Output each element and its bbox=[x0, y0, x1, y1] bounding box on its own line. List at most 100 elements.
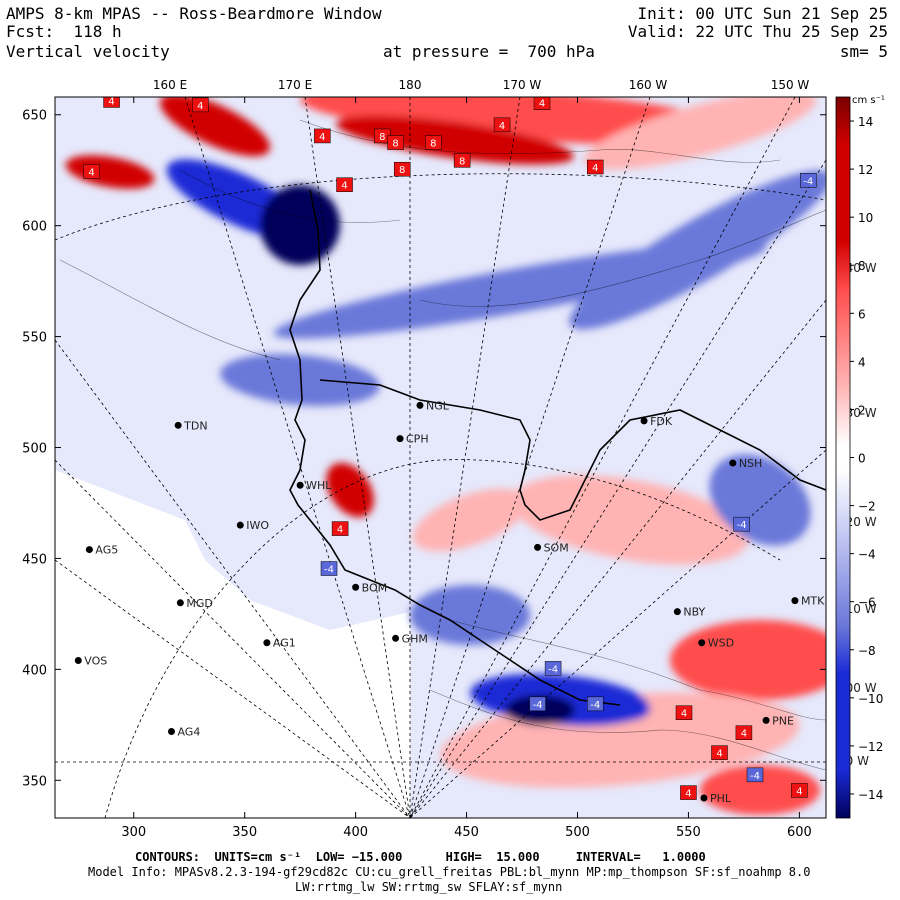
contour-label-box bbox=[83, 164, 100, 179]
station-label: TDN bbox=[183, 419, 207, 432]
y-tick-label: 450 bbox=[22, 552, 47, 567]
colorbar-tick-label: 0 bbox=[858, 452, 866, 466]
colorbar-unit-label: cm s⁻¹ bbox=[852, 95, 885, 106]
contour-2 bbox=[179, 169, 401, 223]
x-tick-label: 600 bbox=[787, 825, 812, 840]
station-marker bbox=[236, 521, 244, 529]
contour-label-value: 4 bbox=[108, 96, 114, 107]
station-marker bbox=[698, 639, 706, 647]
plot-title: AMPS 8-km MPAS -- Ross-Beardmore Window bbox=[6, 4, 382, 23]
contour-label-box bbox=[733, 516, 750, 532]
init-time: Init: 00 UTC Sun 21 Sep 25 bbox=[637, 4, 888, 23]
contour-label-box bbox=[331, 521, 349, 536]
coastlines bbox=[289, 189, 826, 706]
colorbar-tick-label: −14 bbox=[858, 788, 883, 802]
contour-label-value: 4 bbox=[197, 101, 203, 112]
contour-label-value: 8 bbox=[392, 139, 398, 150]
colorbar-tick-label: 4 bbox=[858, 355, 866, 369]
station-marker bbox=[263, 639, 271, 647]
updraft-east bbox=[511, 475, 749, 565]
station-label: MGD bbox=[186, 597, 213, 610]
station-marker bbox=[352, 583, 360, 591]
station-label: NBY bbox=[683, 606, 705, 619]
colorbar-tick-label: 8 bbox=[858, 259, 866, 273]
contour-label-value: 4 bbox=[337, 525, 343, 536]
contour-4 bbox=[59, 259, 281, 361]
meridian-150w bbox=[409, 97, 796, 818]
updraft-ne bbox=[583, 97, 817, 170]
station-marker bbox=[176, 599, 184, 607]
stations: MDCNGLTDNFDKCPHNSHWHLIWOAG5SOMBOMMGDNBYM… bbox=[74, 399, 825, 805]
no-data-region bbox=[55, 470, 410, 818]
contour-6 bbox=[429, 689, 826, 771]
contour-label-box bbox=[493, 117, 511, 133]
station-marker bbox=[392, 634, 400, 642]
station-label: AG4 bbox=[177, 725, 200, 738]
station-marker bbox=[640, 417, 648, 425]
updraft-west bbox=[65, 155, 155, 189]
contour-lines bbox=[59, 119, 826, 771]
x-tick-label: 500 bbox=[565, 825, 590, 840]
colorbar-tick-label: 6 bbox=[858, 307, 866, 321]
longitude-label: 150 W bbox=[771, 78, 810, 92]
axes: 300 350 400 450 500 550 600 650 600 550 500 450 400 3… bbox=[22, 78, 877, 840]
meridian-170e bbox=[304, 97, 411, 818]
x-tick-label: 450 bbox=[454, 825, 479, 840]
colorbar-tick-label: −2 bbox=[858, 500, 876, 514]
station-marker bbox=[74, 656, 82, 664]
model-info-physics: LW:rrtmg_lw SW:rrtmg_sw SFLAY:sf_mynn bbox=[295, 880, 563, 894]
contour-label-box bbox=[533, 97, 551, 110]
graticule bbox=[55, 97, 826, 818]
downdraft-se-core bbox=[590, 698, 650, 722]
contour-label-value: -4 bbox=[324, 565, 334, 576]
colorbar-tick-label: 10 bbox=[858, 211, 873, 225]
contour-label-box bbox=[393, 161, 411, 177]
contour-label-box bbox=[425, 135, 442, 150]
station-label: GHM bbox=[402, 632, 428, 645]
meridian-160w bbox=[409, 97, 651, 818]
station-label: FDK bbox=[650, 415, 673, 428]
x-tick-label: 300 bbox=[121, 825, 146, 840]
pressure-level: at pressure = 700 hPa bbox=[383, 42, 595, 61]
x-tick-label: 350 bbox=[232, 825, 257, 840]
longitude-label: 160 E bbox=[153, 78, 187, 92]
contour-label-box bbox=[387, 135, 404, 150]
x-tick-label: 400 bbox=[343, 825, 368, 840]
station-marker bbox=[700, 794, 708, 802]
colorbar-tick-label: −6 bbox=[858, 596, 876, 610]
model-info: Model Info: MPASv8.2.3-194-gf29cd82c CU:… bbox=[88, 865, 811, 879]
station-label: MTK bbox=[801, 595, 825, 608]
contour-label-value: 4 bbox=[716, 749, 722, 760]
station-marker bbox=[174, 421, 182, 429]
contour-label-box bbox=[192, 97, 209, 113]
colorbar-tick-label: 2 bbox=[858, 403, 866, 417]
contour-label-box bbox=[675, 705, 693, 720]
station-marker bbox=[791, 597, 799, 605]
station-label: IWO bbox=[246, 519, 269, 532]
station-label: AG5 bbox=[95, 544, 118, 557]
contour-3 bbox=[419, 209, 826, 307]
meridian-130e bbox=[55, 559, 411, 818]
meridian-130w bbox=[409, 299, 826, 818]
updraft-south-core bbox=[700, 765, 820, 815]
contour-label-box bbox=[800, 173, 817, 188]
station-label: BOM bbox=[362, 581, 388, 594]
station-label: PNE bbox=[772, 714, 794, 727]
coastline-transantarctic bbox=[289, 189, 621, 706]
colorbar-scale bbox=[835, 96, 851, 819]
contour-label-box bbox=[529, 696, 546, 712]
station-label: PHL bbox=[710, 792, 732, 805]
contour-label-box bbox=[453, 153, 471, 168]
station-label: WSD bbox=[708, 637, 734, 650]
contour-label-value: 4 bbox=[499, 121, 505, 132]
contour-label-box bbox=[711, 745, 728, 760]
plot-area: 4448888844444-44-4-4-4-4-4444-444MDCNGLT… bbox=[55, 96, 826, 818]
contour-label-value: 4 bbox=[539, 99, 545, 110]
colorbar-tick-label: −4 bbox=[858, 548, 876, 562]
longitude-label: 160 W bbox=[629, 78, 668, 92]
contour-label-box bbox=[320, 561, 338, 576]
station-marker bbox=[85, 546, 93, 554]
updraft-north-core bbox=[336, 115, 574, 165]
station-label: VOS bbox=[84, 654, 107, 667]
